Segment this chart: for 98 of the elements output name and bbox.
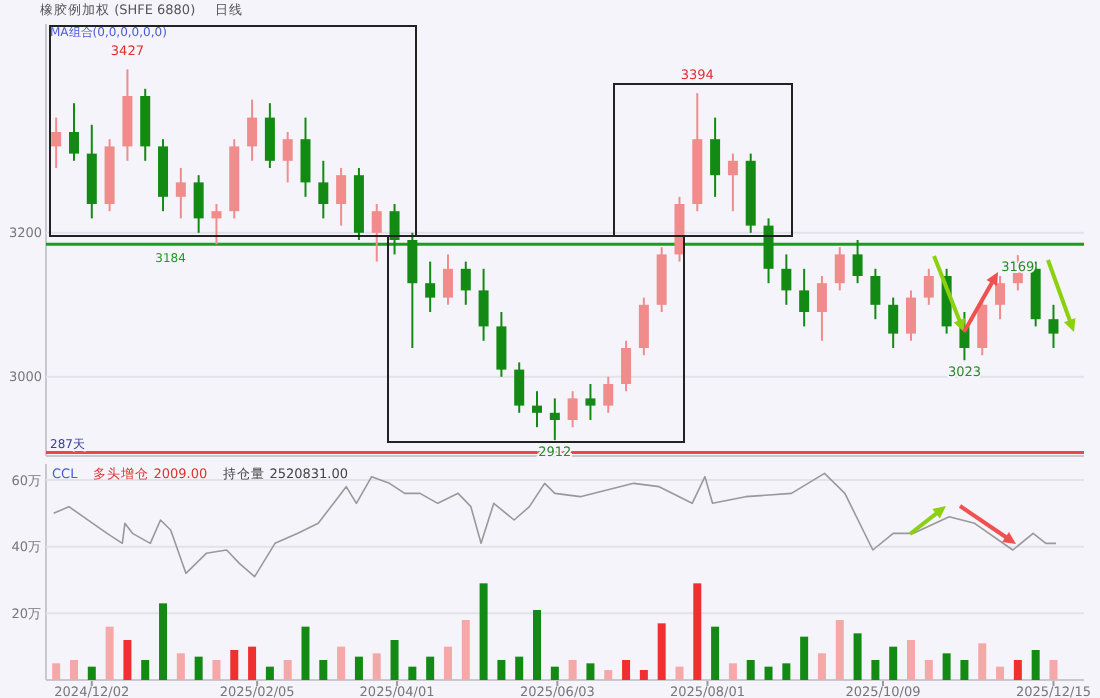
- candlestick: [264, 102, 275, 169]
- candlestick: [781, 253, 792, 306]
- candlestick: [834, 246, 845, 292]
- bar: [711, 626, 720, 680]
- candlestick: [478, 267, 489, 342]
- bar: [69, 660, 78, 680]
- candlestick: [923, 267, 934, 306]
- bar: [746, 660, 755, 680]
- bar: [586, 663, 595, 680]
- bar: [728, 663, 737, 680]
- bar: [942, 653, 951, 680]
- bar: [782, 663, 791, 680]
- bar: [141, 660, 150, 680]
- bar: [1031, 650, 1040, 680]
- bar: [52, 663, 61, 680]
- bar: [907, 640, 915, 680]
- bar: [657, 623, 666, 680]
- bar: [159, 603, 168, 680]
- bar: [212, 660, 221, 680]
- bar: [924, 660, 933, 680]
- bar: [639, 670, 648, 680]
- bar: [853, 633, 862, 680]
- bar: [568, 660, 577, 680]
- candlestick: [496, 311, 507, 378]
- candlestick: [371, 203, 382, 263]
- candlestick: [567, 390, 578, 429]
- candlestick: [852, 239, 863, 285]
- candlestick: [710, 116, 721, 198]
- candlestick: [585, 383, 596, 421]
- bar: [426, 656, 435, 680]
- bar: [996, 666, 1005, 680]
- bar: [123, 640, 132, 680]
- bar: [1049, 660, 1058, 680]
- bar: [354, 656, 363, 680]
- candlestick: [51, 116, 62, 169]
- bar: [515, 656, 524, 680]
- bar: [461, 620, 470, 680]
- candlestick: [816, 275, 827, 342]
- bar: [871, 660, 880, 680]
- bar: [372, 653, 381, 680]
- candlestick: [799, 267, 810, 328]
- bar: [408, 666, 417, 680]
- candlestick: [175, 167, 186, 220]
- bar: [497, 660, 506, 680]
- bar: [550, 666, 559, 680]
- candlestick: [532, 390, 543, 429]
- bar: [248, 646, 257, 680]
- candlestick: [318, 159, 329, 220]
- bar: [889, 646, 898, 680]
- bar: [283, 660, 292, 680]
- bar: [675, 666, 684, 680]
- bar: [337, 646, 346, 680]
- candlestick: [211, 203, 222, 246]
- candlestick: [995, 275, 1006, 321]
- candlestick: [727, 152, 738, 213]
- bar: [265, 666, 274, 680]
- bar: [533, 610, 542, 680]
- bar: [319, 660, 328, 680]
- bar: [230, 650, 239, 680]
- bar: [800, 636, 809, 680]
- bar: [1013, 660, 1022, 680]
- bar: [622, 660, 631, 680]
- candlestick: [763, 217, 774, 285]
- candlestick: [603, 375, 614, 414]
- bar: [960, 660, 969, 680]
- candlestick: [300, 116, 311, 198]
- candlestick: [425, 260, 436, 313]
- bar: [105, 626, 114, 680]
- bar: [693, 583, 702, 680]
- bar: [764, 666, 773, 680]
- bar: [87, 666, 96, 680]
- bar: [390, 640, 399, 680]
- bar: [194, 656, 203, 680]
- candlestick: [888, 296, 899, 349]
- candlestick: [621, 339, 632, 393]
- candlestick: [514, 361, 525, 414]
- candlestick: [549, 397, 560, 442]
- bar: [604, 670, 613, 680]
- candlestick: [442, 253, 453, 306]
- bar: [176, 653, 185, 680]
- candlestick: [460, 260, 471, 306]
- candlestick: [193, 174, 204, 234]
- bar: [978, 643, 987, 680]
- candlestick: [870, 267, 881, 321]
- candlestick: [1048, 303, 1059, 349]
- bar: [479, 583, 488, 680]
- candlestick: [247, 98, 258, 162]
- bar: [443, 646, 452, 680]
- candlestick: [407, 231, 418, 349]
- candlestick: [638, 296, 649, 357]
- candlestick: [906, 289, 916, 342]
- bar: [835, 620, 844, 680]
- bar: [817, 653, 826, 680]
- bar: [301, 626, 310, 680]
- candlestick: [389, 203, 400, 256]
- candlestick: [336, 167, 347, 227]
- candlestick: [282, 131, 293, 184]
- candlestick: [68, 102, 79, 162]
